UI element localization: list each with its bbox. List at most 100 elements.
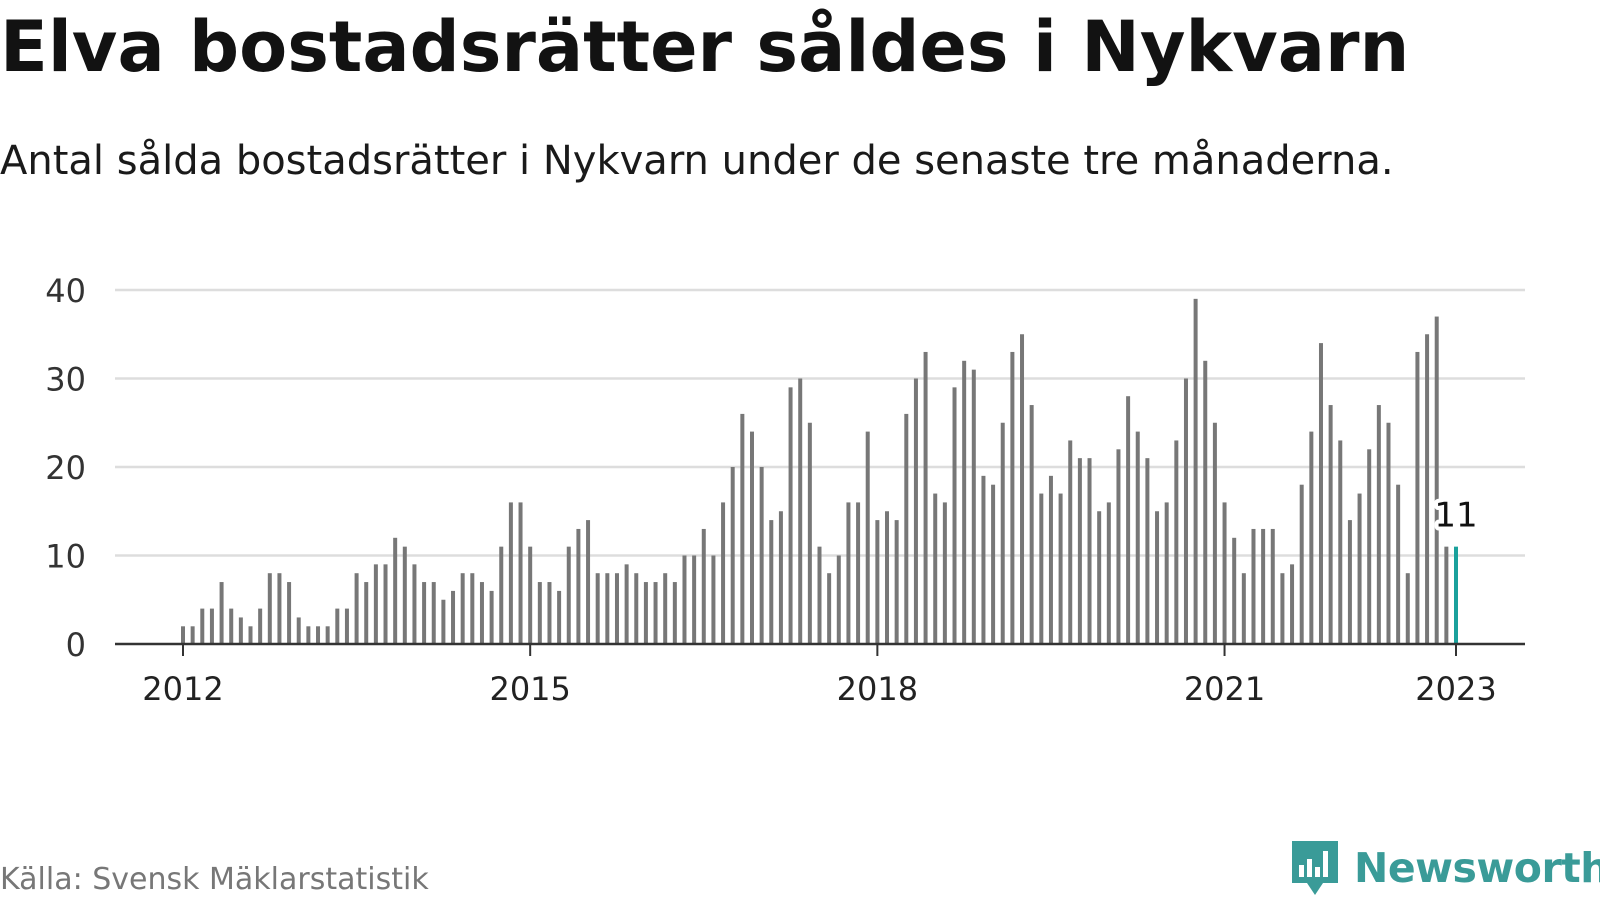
bar bbox=[258, 608, 263, 644]
bar bbox=[1444, 546, 1449, 644]
bar bbox=[1338, 440, 1343, 644]
bar bbox=[296, 617, 301, 644]
bar bbox=[721, 502, 726, 644]
bar bbox=[923, 351, 928, 644]
bar bbox=[499, 546, 504, 644]
highlight-value-label: 11 bbox=[1434, 496, 1477, 536]
bar bbox=[306, 626, 311, 644]
newsworthy-bar-chart-icon bbox=[1292, 841, 1338, 895]
bar bbox=[557, 590, 562, 644]
bar bbox=[759, 467, 764, 644]
x-tick-label-2015: 2015 bbox=[489, 670, 570, 708]
bar bbox=[566, 546, 571, 644]
bar bbox=[267, 573, 272, 644]
bar bbox=[846, 502, 851, 644]
bar bbox=[682, 555, 687, 644]
bars bbox=[181, 298, 1458, 644]
bar bbox=[1058, 493, 1063, 644]
bar bbox=[962, 360, 967, 644]
bar bbox=[701, 528, 706, 644]
bar bbox=[248, 626, 253, 644]
bar bbox=[769, 520, 774, 644]
bar bbox=[1434, 316, 1439, 644]
bar bbox=[586, 520, 591, 644]
bar bbox=[1261, 528, 1266, 644]
bar bbox=[1203, 360, 1208, 644]
bar bbox=[451, 590, 456, 644]
bar bbox=[730, 467, 735, 644]
bar bbox=[1425, 334, 1430, 644]
bar bbox=[595, 573, 600, 644]
bar bbox=[373, 564, 378, 644]
bar bbox=[1396, 484, 1401, 644]
bar bbox=[807, 422, 812, 644]
bar bbox=[643, 582, 648, 644]
bar bbox=[364, 582, 369, 644]
bar bbox=[942, 502, 947, 644]
x-tick-label-2018: 2018 bbox=[837, 670, 918, 708]
bar bbox=[489, 590, 494, 644]
y-tick-label-40: 40 bbox=[45, 272, 86, 310]
bar bbox=[287, 582, 292, 644]
chart-subtitle: Antal sålda bostadsrätter i Nykvarn unde… bbox=[0, 138, 1394, 184]
bar bbox=[470, 573, 475, 644]
brand-name: Newsworthy bbox=[1354, 844, 1600, 892]
brand-logo[interactable]: Newsworthy bbox=[1290, 838, 1600, 898]
bar bbox=[547, 582, 552, 644]
axes bbox=[115, 642, 1525, 656]
bar bbox=[190, 626, 195, 644]
bar bbox=[1116, 449, 1121, 644]
bar bbox=[1010, 351, 1015, 644]
bar bbox=[412, 564, 417, 644]
bar bbox=[634, 573, 639, 644]
bar bbox=[933, 493, 938, 644]
bar bbox=[441, 599, 446, 644]
bar bbox=[422, 582, 427, 644]
y-tick-label-10: 10 bbox=[45, 538, 86, 576]
bar bbox=[325, 626, 330, 644]
bar bbox=[1039, 493, 1044, 644]
bar bbox=[1135, 431, 1140, 644]
bar bbox=[1087, 458, 1092, 644]
bar bbox=[614, 573, 619, 644]
bar bbox=[1367, 449, 1372, 644]
bar bbox=[952, 387, 957, 644]
bar bbox=[1357, 493, 1362, 644]
bar bbox=[219, 582, 224, 644]
y-tick-label-20: 20 bbox=[45, 449, 86, 487]
bar bbox=[1270, 528, 1275, 644]
bar bbox=[1280, 573, 1285, 644]
bar bbox=[904, 413, 909, 644]
bar bbox=[393, 537, 398, 644]
x-tick-label-2012: 2012 bbox=[142, 670, 223, 708]
bar bbox=[1193, 298, 1198, 644]
bar bbox=[431, 582, 436, 644]
gridlines bbox=[115, 288, 1525, 557]
y-tick-label-0: 0 bbox=[66, 626, 86, 664]
bar bbox=[460, 573, 465, 644]
bar bbox=[1145, 458, 1150, 644]
bar bbox=[894, 520, 899, 644]
bar-highlight bbox=[1454, 546, 1458, 644]
bar bbox=[856, 502, 861, 644]
bar bbox=[711, 555, 716, 644]
bar bbox=[1241, 573, 1246, 644]
bar bbox=[1328, 405, 1333, 644]
bar bbox=[1174, 440, 1179, 644]
bar bbox=[672, 582, 677, 644]
bar bbox=[817, 546, 822, 644]
bar bbox=[1068, 440, 1073, 644]
chart-title: Elva bostadsrätter såldes i Nykvarn bbox=[0, 6, 1410, 88]
bar bbox=[1386, 422, 1391, 644]
bar bbox=[653, 582, 658, 644]
bar bbox=[1415, 351, 1420, 644]
bar bbox=[537, 582, 542, 644]
bar bbox=[798, 378, 803, 644]
bar bbox=[344, 608, 349, 644]
bar bbox=[1164, 502, 1169, 644]
bar bbox=[1077, 458, 1082, 644]
bar bbox=[402, 546, 407, 644]
bar bbox=[991, 484, 996, 644]
bar bbox=[971, 369, 976, 644]
bar bbox=[277, 573, 282, 644]
